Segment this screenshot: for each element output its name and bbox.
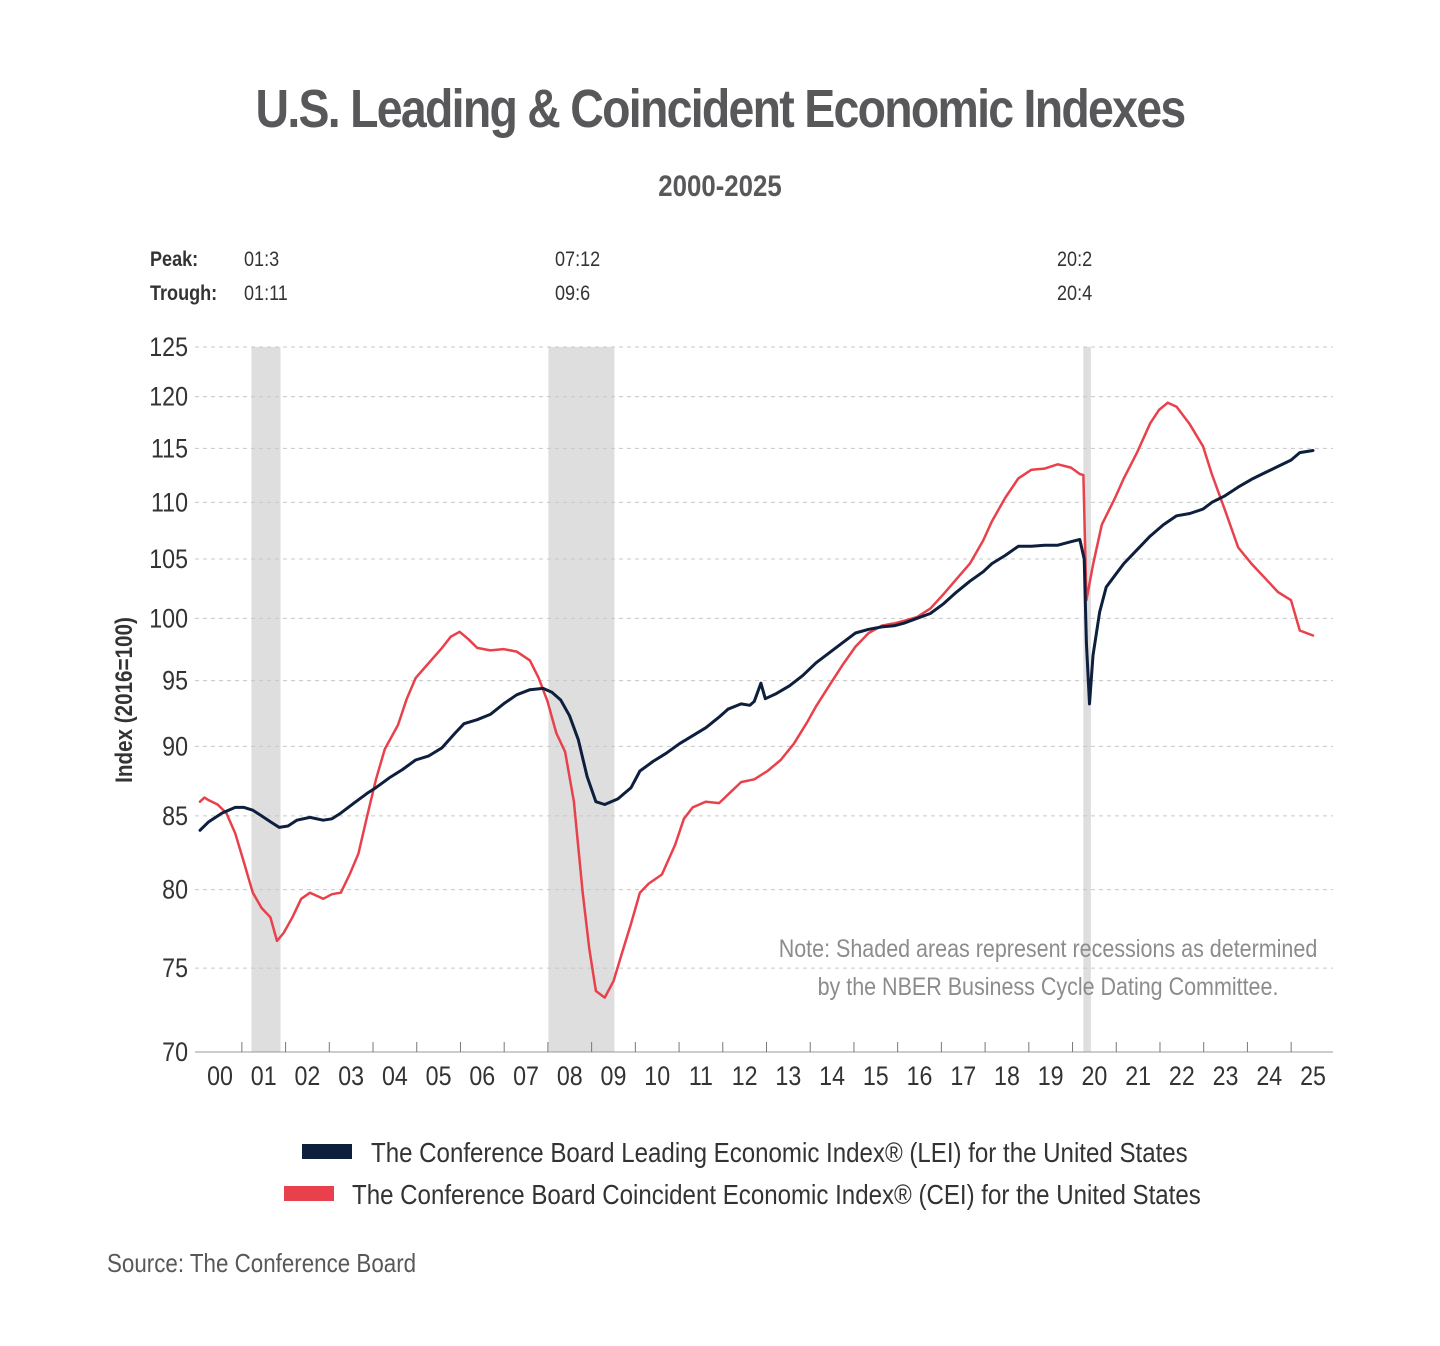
x-tick-label-12: 12 <box>732 1061 758 1091</box>
series-lines-group <box>198 401 1315 999</box>
y-tick-labels-group: 70 75 80 85 90 95 100 105 110 115 120 125 <box>149 332 188 1067</box>
legend-swatch-cei <box>284 1186 334 1201</box>
y-tick-label-115: 115 <box>151 434 188 464</box>
y-tick-label-120: 120 <box>149 382 188 412</box>
gridlines-group <box>195 346 1333 969</box>
y-tick-label-90: 90 <box>162 732 188 762</box>
x-tick-label-02: 02 <box>295 1061 321 1091</box>
x-tick-label-14: 14 <box>819 1061 845 1091</box>
legend-swatch-lei <box>302 1144 352 1159</box>
x-tick-label-03: 03 <box>338 1061 364 1091</box>
peak-value-1: 01:3 <box>244 248 279 272</box>
recession-band-1 <box>251 347 281 1052</box>
x-tick-label-21: 21 <box>1125 1061 1151 1091</box>
x-tick-label-18: 18 <box>994 1061 1020 1091</box>
y-axis-label: Index (2016=100) <box>111 617 138 783</box>
x-tick-label-04: 04 <box>382 1061 408 1091</box>
y-tick-label-85: 85 <box>162 801 188 831</box>
x-tick-label-13: 13 <box>775 1061 801 1091</box>
x-tick-label-16: 16 <box>907 1061 933 1091</box>
peak-label: Peak: <box>150 248 198 272</box>
x-tick-label-15: 15 <box>863 1061 889 1091</box>
recession-shading-group <box>251 347 1091 1052</box>
x-tick-label-05: 05 <box>426 1061 452 1091</box>
y-tick-label-70: 70 <box>162 1037 188 1067</box>
x-tick-label-01: 01 <box>251 1061 277 1091</box>
y-tick-label-80: 80 <box>162 875 188 905</box>
cycle-labels: Peak: Trough: 01:3 01:11 07:12 09:6 20:2… <box>150 248 1092 306</box>
trough-label: Trough: <box>150 282 217 306</box>
y-tick-label-75: 75 <box>162 954 188 984</box>
x-tick-label-24: 24 <box>1256 1061 1282 1091</box>
x-tick-label-09: 09 <box>601 1061 627 1091</box>
note: Note: Shaded areas represent recessions … <box>779 934 1318 1000</box>
x-tick-label-07: 07 <box>513 1061 539 1091</box>
peak-value-2: 07:12 <box>555 248 600 272</box>
chart-subtitle: 2000-2025 <box>658 170 782 203</box>
note-line-1: Note: Shaded areas represent recessions … <box>779 934 1318 962</box>
x-tick-label-11: 11 <box>689 1061 713 1091</box>
peak-value-3: 20:2 <box>1057 248 1092 272</box>
x-tick-label-20: 20 <box>1081 1061 1107 1091</box>
y-tick-label-100: 100 <box>149 604 188 634</box>
trough-value-3: 20:4 <box>1057 282 1092 306</box>
legend-label-cei: The Conference Board Coincident Economic… <box>352 1178 1201 1210</box>
x-tick-label-00: 00 <box>207 1061 233 1091</box>
chart-title: U.S. Leading & Coincident Economic Index… <box>255 79 1187 139</box>
trough-value-2: 09:6 <box>555 282 590 306</box>
y-tick-label-105: 105 <box>149 544 188 574</box>
x-tick-label-06: 06 <box>469 1061 495 1091</box>
recession-band-3 <box>1083 347 1091 1052</box>
x-tick-label-08: 08 <box>557 1061 583 1091</box>
x-tick-label-10: 10 <box>644 1061 670 1091</box>
trough-value-1: 01:11 <box>244 282 288 306</box>
x-tick-label-25: 25 <box>1300 1061 1326 1091</box>
y-tick-label-110: 110 <box>151 488 188 518</box>
source-text: Source: The Conference Board <box>107 1248 417 1278</box>
note-line-2: by the NBER Business Cycle Dating Commit… <box>818 972 1279 1000</box>
legend-label-lei: The Conference Board Leading Economic In… <box>371 1136 1188 1168</box>
y-tick-label-95: 95 <box>162 666 188 696</box>
x-tick-label-23: 23 <box>1213 1061 1239 1091</box>
x-tick-label-19: 19 <box>1038 1061 1064 1091</box>
x-tick-label-17: 17 <box>950 1061 976 1091</box>
x-tick-label-22: 22 <box>1169 1061 1195 1091</box>
x-axis-group: 00 01 02 03 04 05 06 07 08 09 10 11 12 13 14 15 16 17 18 19… <box>195 1042 1333 1091</box>
lei-line <box>198 449 1315 832</box>
legend: The Conference Board Leading Economic In… <box>284 1136 1201 1210</box>
y-tick-label-125: 125 <box>149 332 188 362</box>
cei-line <box>198 401 1315 999</box>
